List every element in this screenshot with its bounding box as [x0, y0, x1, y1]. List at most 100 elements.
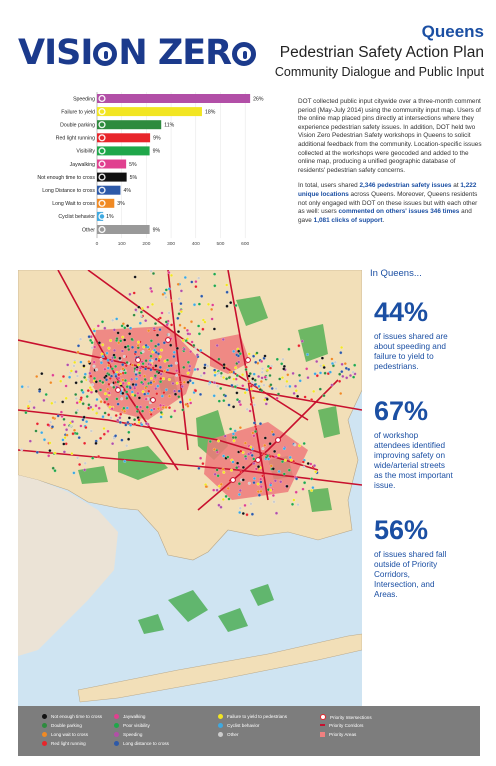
map-issue-pin[interactable] [177, 395, 181, 399]
map-issue-pin[interactable] [71, 432, 75, 436]
map-issue-pin[interactable] [153, 348, 157, 352]
map-issue-pin[interactable] [89, 429, 93, 433]
map-issue-pin[interactable] [239, 470, 243, 474]
map-issue-pin[interactable] [125, 396, 129, 400]
map-issue-pin[interactable] [191, 381, 195, 385]
map-issue-pin[interactable] [236, 461, 240, 465]
map-issue-pin[interactable] [215, 450, 219, 454]
map-issue-pin[interactable] [103, 367, 107, 371]
map-issue-pin[interactable] [83, 461, 87, 465]
map-issue-pin[interactable] [125, 360, 129, 364]
map-issue-pin[interactable] [333, 360, 337, 364]
map-issue-pin[interactable] [287, 468, 291, 472]
map-issue-pin[interactable] [221, 497, 225, 501]
map-issue-pin[interactable] [225, 377, 229, 381]
map-issue-pin[interactable] [200, 294, 204, 298]
map-issue-pin[interactable] [133, 418, 137, 422]
map-issue-pin[interactable] [145, 405, 149, 409]
map-issue-pin[interactable] [227, 403, 231, 407]
map-issue-pin[interactable] [172, 354, 176, 358]
map-issue-pin[interactable] [154, 344, 158, 348]
map-issue-pin[interactable] [232, 405, 236, 409]
map-issue-pin[interactable] [217, 439, 221, 443]
map-issue-pin[interactable] [306, 352, 310, 356]
map-priority-intersection[interactable] [135, 357, 141, 363]
map-issue-pin[interactable] [233, 429, 237, 433]
map-issue-pin[interactable] [164, 288, 168, 292]
map-issue-pin[interactable] [266, 364, 270, 368]
map-issue-pin[interactable] [107, 413, 111, 417]
map-issue-pin[interactable] [185, 328, 189, 332]
map-issue-pin[interactable] [111, 318, 115, 322]
map-issue-pin[interactable] [77, 436, 81, 440]
map-issue-pin[interactable] [152, 271, 156, 275]
map-issue-pin[interactable] [338, 372, 342, 376]
map-issue-pin[interactable] [125, 390, 129, 394]
map-issue-pin[interactable] [120, 438, 124, 442]
map-issue-pin[interactable] [167, 333, 171, 337]
map-issue-pin[interactable] [155, 392, 159, 396]
map-issue-pin[interactable] [206, 364, 210, 368]
map-issue-pin[interactable] [59, 379, 63, 383]
map-issue-pin[interactable] [150, 289, 154, 293]
map-issue-pin[interactable] [151, 302, 155, 306]
map-issue-pin[interactable] [167, 311, 171, 315]
map-issue-pin[interactable] [164, 405, 168, 409]
map-issue-pin[interactable] [179, 380, 183, 384]
map-issue-pin[interactable] [171, 381, 175, 385]
map-issue-pin[interactable] [301, 460, 305, 464]
map-issue-pin[interactable] [141, 362, 145, 366]
map-issue-pin[interactable] [288, 455, 292, 459]
map-issue-pin[interactable] [111, 442, 115, 446]
map-issue-pin[interactable] [101, 343, 105, 347]
map-issue-pin[interactable] [326, 372, 330, 376]
map-issue-pin[interactable] [83, 375, 87, 379]
map-issue-pin[interactable] [53, 451, 57, 455]
map-issue-pin[interactable] [72, 428, 76, 432]
map-issue-pin[interactable] [231, 460, 235, 464]
map-issue-pin[interactable] [234, 436, 238, 440]
map-issue-pin[interactable] [195, 353, 199, 357]
map-issue-pin[interactable] [222, 375, 226, 379]
map-issue-pin[interactable] [74, 392, 78, 396]
map-issue-pin[interactable] [173, 409, 177, 413]
map-issue-pin[interactable] [154, 322, 158, 326]
map-issue-pin[interactable] [270, 386, 274, 390]
map-issue-pin[interactable] [259, 379, 263, 383]
map-issue-pin[interactable] [110, 367, 114, 371]
map-issue-pin[interactable] [255, 351, 259, 355]
map-issue-pin[interactable] [123, 338, 127, 342]
map-issue-pin[interactable] [158, 365, 162, 369]
map-priority-intersection[interactable] [230, 477, 236, 483]
map-issue-pin[interactable] [122, 406, 126, 410]
map-issue-pin[interactable] [87, 403, 91, 407]
map-issue-pin[interactable] [46, 423, 50, 427]
map-issue-pin[interactable] [252, 354, 256, 358]
map-issue-pin[interactable] [126, 324, 130, 328]
map-issue-pin[interactable] [177, 389, 181, 393]
map-issue-pin[interactable] [277, 453, 281, 457]
map-issue-pin[interactable] [217, 484, 221, 488]
map-issue-pin[interactable] [130, 345, 134, 349]
map-issue-pin[interactable] [114, 374, 118, 378]
map-issue-pin[interactable] [84, 426, 88, 430]
map-issue-pin[interactable] [83, 468, 87, 472]
map-issue-pin[interactable] [112, 436, 116, 440]
map-issue-pin[interactable] [263, 354, 267, 358]
map-issue-pin[interactable] [78, 400, 82, 404]
map-issue-pin[interactable] [181, 338, 185, 342]
map-issue-pin[interactable] [107, 382, 111, 386]
map-issue-pin[interactable] [269, 488, 273, 492]
map-issue-pin[interactable] [78, 463, 82, 467]
map-issue-pin[interactable] [99, 436, 103, 440]
map-issue-pin[interactable] [112, 385, 116, 389]
map-issue-pin[interactable] [248, 372, 252, 376]
map-issue-pin[interactable] [64, 396, 68, 400]
map-issue-pin[interactable] [177, 312, 181, 316]
map-issue-pin[interactable] [136, 391, 140, 395]
map-issue-pin[interactable] [144, 397, 148, 401]
map-issue-pin[interactable] [199, 348, 203, 352]
map-issue-pin[interactable] [252, 462, 256, 466]
map-issue-pin[interactable] [287, 347, 291, 351]
map-issue-pin[interactable] [123, 409, 127, 413]
